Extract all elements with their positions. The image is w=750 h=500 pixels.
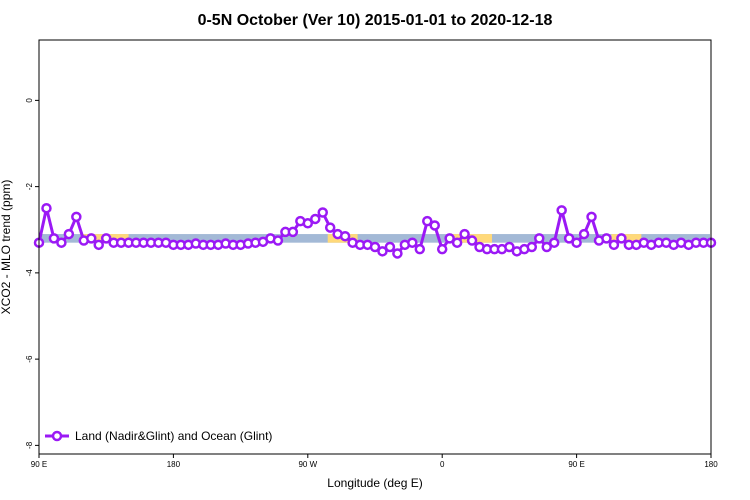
x-tick-label-4: 90 E xyxy=(568,460,584,469)
data-point xyxy=(541,241,552,253)
data-point xyxy=(310,213,321,225)
data-point xyxy=(601,233,612,244)
data-point xyxy=(429,220,440,231)
data-point xyxy=(48,233,60,244)
data-point xyxy=(444,233,455,244)
data-point xyxy=(392,248,403,259)
data-point xyxy=(63,228,75,240)
plot-frame xyxy=(38,39,712,455)
data-point xyxy=(534,233,545,244)
data-point xyxy=(526,241,538,253)
data-point xyxy=(56,237,67,248)
data-point xyxy=(377,246,388,257)
data-point xyxy=(41,202,52,214)
legend-label: Land (Nadir&Glint) and Ocean (Glint) xyxy=(75,429,272,443)
y-axis-label: XCO2 - MLO trend (ppm) xyxy=(0,180,13,315)
x-tick-label-3: 0 xyxy=(440,460,445,469)
ocean-band xyxy=(40,234,710,243)
data-point xyxy=(578,228,590,240)
x-tick-label-1: 180 xyxy=(167,460,181,469)
y-tick-label-3: -6 xyxy=(25,355,34,363)
x-tick-label-0: 90 E xyxy=(31,460,47,469)
data-point xyxy=(86,233,97,244)
data-point xyxy=(422,215,433,227)
data-point xyxy=(71,211,82,223)
data-point xyxy=(369,241,381,253)
y-tick-label-0: 0 xyxy=(25,98,34,103)
data-point xyxy=(93,239,104,251)
data-point xyxy=(302,218,314,229)
data-point xyxy=(414,243,426,255)
data-point xyxy=(616,233,627,244)
x-tick-label-2: 90 W xyxy=(298,460,317,469)
y-tick-label-4: -8 xyxy=(25,441,34,449)
data-point xyxy=(586,211,597,223)
y-tick-label-2: -4 xyxy=(25,269,34,277)
x-axis: 90 E 180 90 W 0 90 E 180 xyxy=(31,454,718,469)
x-tick-label-5: 180 xyxy=(704,460,718,469)
y-tick-label-1: -2 xyxy=(25,183,34,191)
x-axis-label: Longitude (deg E) xyxy=(327,476,422,490)
data-point xyxy=(100,233,112,244)
data-point xyxy=(272,235,284,246)
data-point xyxy=(287,226,299,238)
data-point xyxy=(556,205,567,216)
data-point xyxy=(317,207,328,218)
data-point xyxy=(407,237,418,248)
data-point xyxy=(563,233,575,244)
y-axis: 0 -2 -4 -6 -8 xyxy=(25,98,39,449)
data-point xyxy=(384,241,396,253)
chart-title: 0-5N October (Ver 10) 2015-01-01 to 2020… xyxy=(198,12,553,29)
data-point xyxy=(324,222,336,233)
data-point xyxy=(571,237,582,248)
data-point xyxy=(339,230,351,242)
series-layer xyxy=(33,202,717,259)
data-point xyxy=(459,228,470,240)
legend-marker-swatch xyxy=(51,430,63,442)
data-point xyxy=(436,243,448,255)
data-point xyxy=(451,237,463,248)
data-point xyxy=(466,235,478,246)
data-point xyxy=(504,241,515,253)
legend: Land (Nadir&Glint) and Ocean (Glint) xyxy=(45,429,272,443)
data-point xyxy=(608,239,620,251)
data-point xyxy=(548,237,560,248)
